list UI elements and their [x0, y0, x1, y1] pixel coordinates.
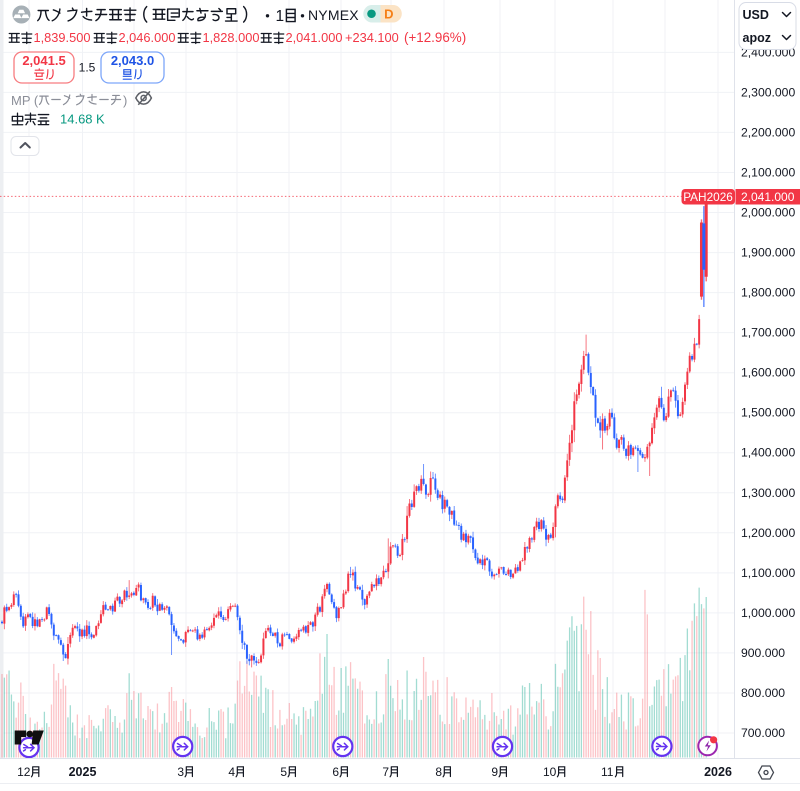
svg-text:5: 5 [280, 765, 287, 779]
svg-text:1,600.000: 1,600.000 [741, 366, 795, 380]
svg-text:2,000.000: 2,000.000 [741, 206, 795, 220]
svg-text:+234.100: +234.100 [345, 30, 399, 45]
svg-text:1,839.500: 1,839.500 [34, 30, 91, 45]
svg-text:8: 8 [435, 765, 442, 779]
svg-text:3: 3 [177, 765, 184, 779]
svg-text:1,400.000: 1,400.000 [741, 446, 795, 460]
svg-text:): ) [123, 93, 127, 108]
svg-text:6: 6 [332, 765, 339, 779]
svg-text:2,300.000: 2,300.000 [741, 85, 795, 99]
svg-text:1,000.000: 1,000.000 [741, 606, 795, 620]
svg-text:1,800.000: 1,800.000 [741, 286, 795, 300]
svg-text:2,041.5: 2,041.5 [22, 53, 65, 68]
svg-text:4: 4 [228, 765, 235, 779]
svg-text:K: K [96, 112, 105, 127]
svg-text:MP (: MP ( [11, 93, 39, 108]
svg-text:2025: 2025 [69, 765, 97, 779]
svg-text:NYMEX: NYMEX [308, 7, 359, 23]
svg-text:1,700.000: 1,700.000 [741, 326, 795, 340]
svg-text:2026: 2026 [704, 765, 732, 779]
svg-text:800.000: 800.000 [741, 686, 785, 700]
svg-text:1,300.000: 1,300.000 [741, 486, 795, 500]
svg-text:2,043.0: 2,043.0 [111, 53, 154, 68]
svg-text:14.68: 14.68 [60, 112, 93, 127]
svg-text:1: 1 [276, 8, 285, 25]
svg-text:1,100.000: 1,100.000 [741, 566, 795, 580]
svg-text:2,200.000: 2,200.000 [741, 125, 795, 139]
svg-text:D: D [384, 6, 393, 21]
svg-text:10: 10 [543, 765, 557, 779]
svg-text:2,046.000: 2,046.000 [119, 30, 176, 45]
svg-text:9: 9 [491, 765, 498, 779]
svg-text:apoz: apoz [743, 31, 771, 45]
svg-text:1.5: 1.5 [79, 61, 96, 75]
svg-text:1,200.000: 1,200.000 [741, 526, 795, 540]
svg-text:700.000: 700.000 [741, 726, 785, 740]
svg-text:2,041.000: 2,041.000 [286, 30, 343, 45]
svg-text:1,900.000: 1,900.000 [741, 246, 795, 260]
svg-text:1,500.000: 1,500.000 [741, 406, 795, 420]
svg-text:12: 12 [17, 765, 31, 779]
svg-text:7: 7 [382, 765, 389, 779]
svg-text:(+12.96%): (+12.96%) [404, 30, 466, 45]
svg-text:11: 11 [601, 765, 614, 779]
svg-text:USD: USD [743, 8, 769, 22]
svg-text:PAH2026: PAH2026 [683, 190, 733, 204]
svg-text:2,100.000: 2,100.000 [741, 166, 795, 180]
svg-text:900.000: 900.000 [741, 646, 785, 660]
svg-text:2,041.000: 2,041.000 [741, 190, 795, 204]
svg-text:1,828.000: 1,828.000 [203, 30, 260, 45]
